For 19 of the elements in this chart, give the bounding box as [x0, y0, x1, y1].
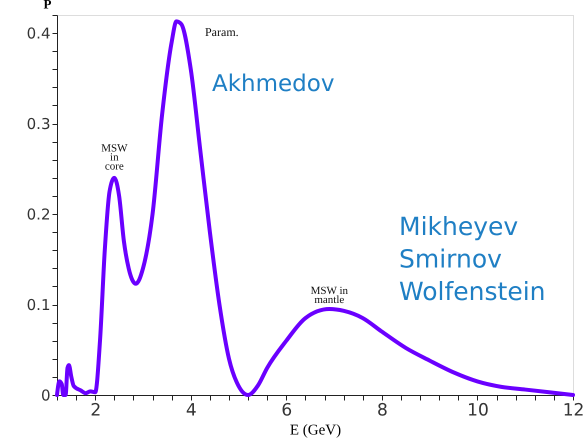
x-tick-label: 4: [186, 400, 197, 420]
x-tick-label: 8: [376, 400, 388, 420]
annotation: MSW in core: [101, 142, 128, 172]
y-axis-title: P: [44, 0, 52, 12]
x-tick-label: 10: [467, 400, 489, 420]
y-tick-label: 0: [40, 386, 50, 404]
y-tick-label: 0.2: [26, 206, 50, 224]
y-tick-label: 0.1: [26, 296, 50, 314]
annotation: Akhmedov: [212, 71, 334, 97]
annotation: Mikheyev Smirnov Wolfenstein: [399, 212, 546, 306]
line-series: [55, 19, 575, 397]
x-axis-title: E (GeV): [290, 422, 342, 438]
x-tick-label: 6: [281, 400, 292, 420]
y-tick-label: 0.4: [26, 24, 50, 43]
x-tick-label: 2: [90, 400, 102, 420]
annotation: MSW in mantle: [310, 285, 349, 306]
y-tick-label: 0.3: [26, 115, 50, 134]
annotation: Param.: [205, 25, 239, 39]
x-tick-label: 12: [562, 400, 584, 420]
